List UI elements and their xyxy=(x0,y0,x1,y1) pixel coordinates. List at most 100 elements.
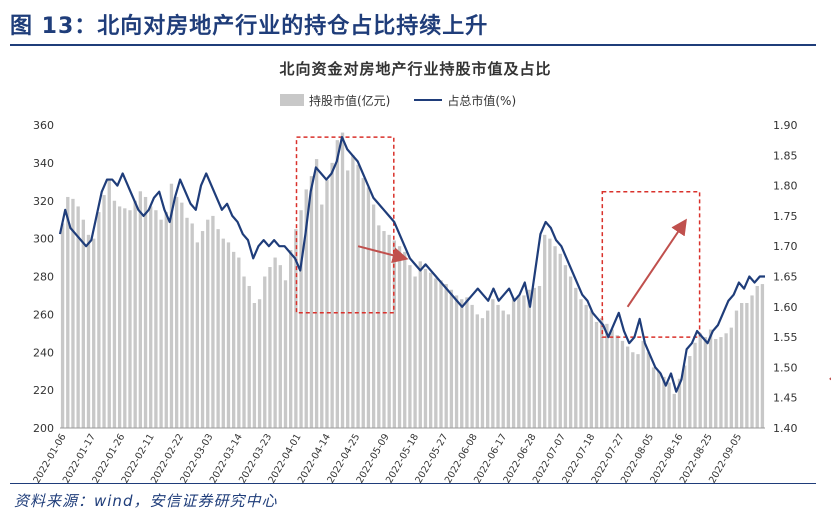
bar xyxy=(71,198,75,428)
highlight-box xyxy=(295,136,395,314)
bar xyxy=(579,299,583,428)
bar xyxy=(589,310,593,428)
bar xyxy=(563,265,568,428)
bar xyxy=(734,310,739,428)
bar xyxy=(382,231,386,428)
bar xyxy=(651,367,656,428)
bar xyxy=(537,285,542,428)
bar xyxy=(708,329,713,428)
legend: 持股市值(亿元) 占总市值(%) xyxy=(280,92,516,108)
bar xyxy=(174,196,179,428)
bar xyxy=(522,295,526,428)
bar xyxy=(428,272,433,428)
bar xyxy=(672,393,676,428)
chart-title: 北向资金对房地产行业持股市值及占比 xyxy=(279,60,552,78)
bar xyxy=(81,219,85,428)
bar xyxy=(299,210,303,428)
bar xyxy=(439,280,443,428)
bar xyxy=(574,287,578,428)
bar xyxy=(682,365,687,428)
bar xyxy=(387,234,391,428)
bar xyxy=(330,162,334,429)
trend-arrow xyxy=(357,245,409,264)
bar xyxy=(662,376,666,428)
bar xyxy=(159,219,163,428)
bar xyxy=(465,297,469,428)
bar xyxy=(377,225,381,428)
bar xyxy=(755,285,759,428)
bar xyxy=(289,249,293,428)
bar xyxy=(263,276,267,428)
y-left-tick-label: 360 xyxy=(33,119,54,132)
bar xyxy=(750,295,754,428)
bar xyxy=(356,164,360,428)
bar xyxy=(532,287,536,428)
legend-line-label: 占总市值(%) xyxy=(447,93,517,108)
bar xyxy=(449,289,454,428)
highlight-box xyxy=(601,190,701,338)
highlight-boxes xyxy=(295,136,701,338)
bar xyxy=(190,223,194,428)
bar xyxy=(206,219,210,428)
bar xyxy=(283,280,288,428)
figure-title: 图 13：北向对房地产行业的持仓占比持续上升 xyxy=(10,14,489,39)
bar xyxy=(584,304,588,428)
bar xyxy=(237,257,241,428)
bar xyxy=(740,303,744,428)
y-right-tick-label: 1.75 xyxy=(773,210,798,223)
bar xyxy=(211,215,215,428)
bar xyxy=(216,229,220,428)
bar xyxy=(346,170,350,428)
bar xyxy=(133,200,137,428)
bar xyxy=(729,327,733,428)
source-note: 资料来源：wind，安信证券研究中心 xyxy=(14,492,278,510)
bar xyxy=(278,265,282,428)
bar xyxy=(76,206,80,428)
bar xyxy=(361,178,365,428)
bar xyxy=(724,333,728,428)
bar xyxy=(610,329,614,428)
bar xyxy=(221,238,225,429)
bar xyxy=(371,204,376,428)
y-right-tick-label: 1.50 xyxy=(773,361,798,374)
bar xyxy=(641,340,645,428)
bar xyxy=(107,179,111,428)
bar xyxy=(117,206,122,428)
bar xyxy=(480,318,485,428)
y-right-tick-label: 1.55 xyxy=(773,331,798,344)
bar xyxy=(325,179,329,428)
bar xyxy=(496,304,500,428)
bar xyxy=(568,276,573,428)
bar xyxy=(304,189,308,428)
y-right-tick-label: 1.80 xyxy=(773,180,798,193)
bar xyxy=(605,323,609,428)
bar xyxy=(366,187,371,428)
bar xyxy=(631,352,635,428)
bar xyxy=(460,299,464,428)
bar xyxy=(247,285,251,428)
bar xyxy=(620,340,625,428)
bar xyxy=(719,337,723,428)
bar xyxy=(60,223,65,428)
bar xyxy=(123,208,127,428)
bar xyxy=(600,318,604,428)
bar xyxy=(454,295,459,428)
bars-group xyxy=(60,132,765,429)
bar xyxy=(594,321,599,428)
bar xyxy=(195,242,200,428)
bar xyxy=(97,212,101,428)
bar xyxy=(470,304,474,428)
bar xyxy=(320,204,324,428)
bar xyxy=(745,303,749,428)
y-right-tick-label: 1.65 xyxy=(773,271,798,284)
bar xyxy=(434,278,438,428)
y-right-tick-label: 1.45 xyxy=(773,392,798,405)
bar xyxy=(527,289,531,428)
bar xyxy=(92,238,96,429)
bar xyxy=(418,261,422,428)
bar xyxy=(273,257,277,428)
bar xyxy=(667,382,671,428)
trend-arrows xyxy=(357,218,831,381)
y-left-tick-label: 200 xyxy=(33,422,54,435)
bar xyxy=(693,342,697,428)
